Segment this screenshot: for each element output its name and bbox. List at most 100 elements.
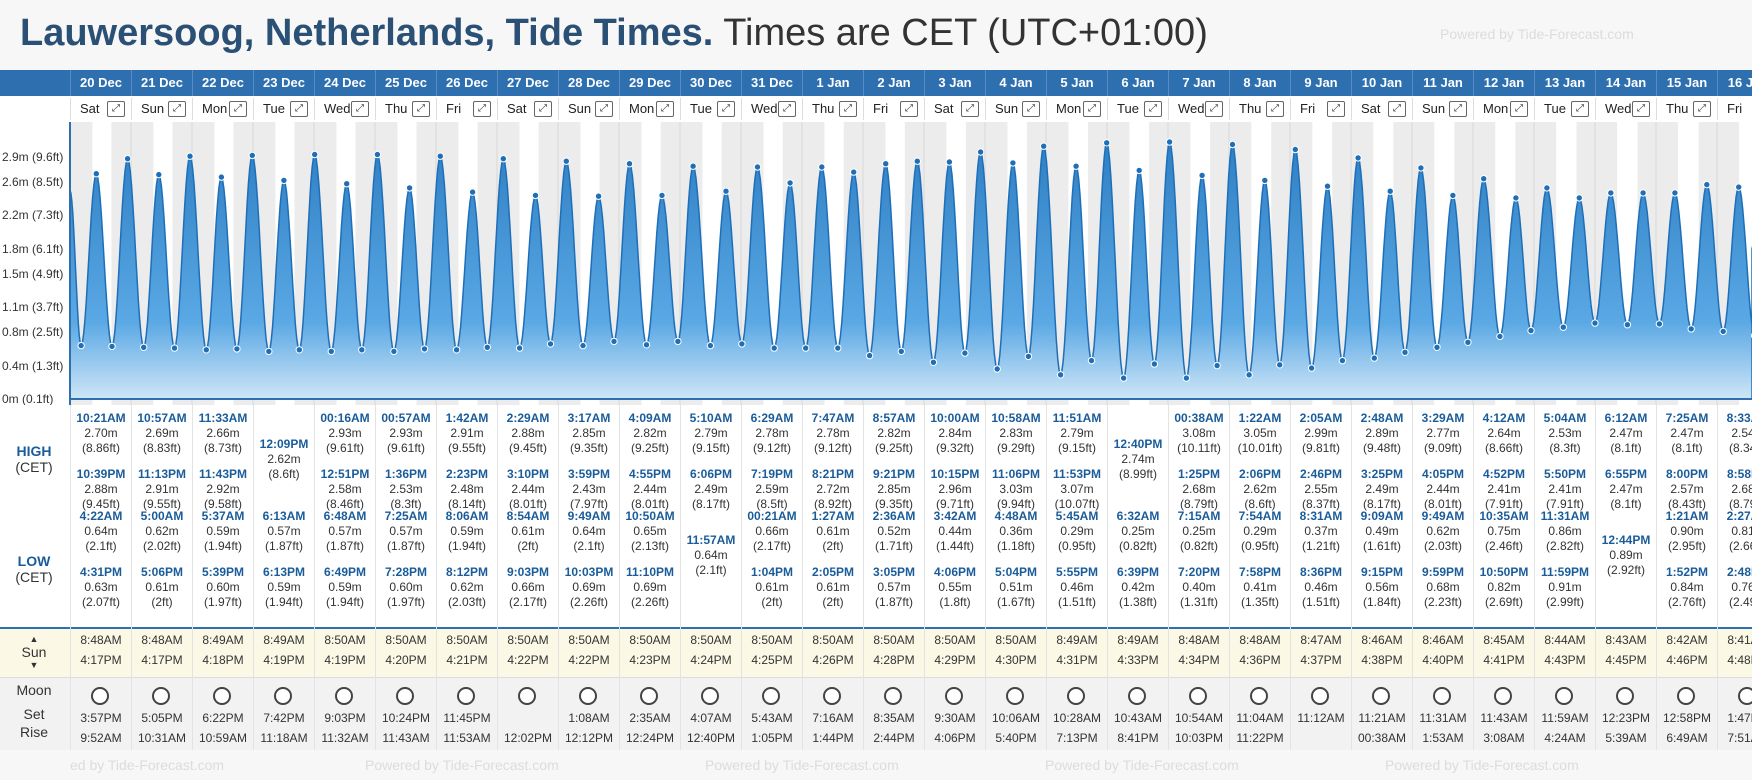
high-tide-height-m: 2.77m [1426,426,1460,440]
expand-icon[interactable]: ⤢ [229,101,247,117]
low-tide-height-ft: (1.97ft) [386,595,425,609]
date-cell: 28 Dec [558,70,619,96]
expand-icon[interactable]: ⤢ [961,101,979,117]
sunrise-time: 8:44AM [1544,633,1586,647]
expand-icon[interactable]: ⤢ [1144,101,1162,117]
sunrise-time: 8:48AM [80,633,122,647]
expand-icon[interactable]: ⤢ [412,101,430,117]
high-tide-entry: 00:57AM 2.93m (9.61ft) [376,411,436,456]
day-column: 00:57AM 2.93m (9.61ft) 1:36PM 2.53m (8.3ft) 7:… [375,405,436,750]
moon-phase-icon [213,687,231,705]
expand-icon[interactable]: ⤢ [290,101,308,117]
high-tide-time: 00:38AM [1174,411,1224,425]
high-tide-height-m: 2.91m [450,426,484,440]
low-tide-height-ft: (2.26ft) [569,595,608,609]
high-tide-entry: 4:09AM 2.82m (9.25ft) [620,411,680,456]
high-tide-time: 11:33AM [198,411,248,425]
expand-icon[interactable]: ⤢ [1327,101,1345,117]
expand-icon[interactable]: ⤢ [534,101,552,117]
low-tide-time: 4:06PM [933,565,977,579]
sunset-time: 4:28PM [873,653,915,667]
expand-icon[interactable]: ⤢ [900,101,918,117]
expand-icon[interactable]: ⤢ [1083,101,1101,117]
high-tide-height-m: 2.83m [999,426,1033,440]
expand-icon[interactable]: ⤢ [351,101,369,117]
low-tide-entry: 7:15AM 0.25m (0.82ft) [1169,509,1229,554]
expand-icon[interactable]: ⤢ [107,101,125,117]
weekday-label: Tue [690,101,712,116]
low-tide-height-ft: (1.94ft) [203,539,242,553]
low-tide-time: 2:36AM [872,509,916,523]
expand-icon[interactable]: ⤢ [595,101,613,117]
low-tide-height-m: 0.66m [755,524,789,538]
high-tide-time: 7:19PM [750,467,794,481]
weekday-cell: Wed ⤢ [741,98,802,120]
expand-icon[interactable]: ⤢ [1266,101,1284,117]
high-tide-height-ft: (8.1ft) [1610,497,1642,511]
high-tide-point [1323,182,1332,190]
date-cell: 24 Dec [314,70,375,96]
expand-icon[interactable]: ⤢ [473,101,491,117]
moon-phase-icon [884,687,902,705]
high-tide-height-m: 2.91m [145,482,179,496]
low-tide-point [1087,356,1096,365]
high-tide-point [818,163,826,171]
high-tide-point [123,155,132,163]
moonset-time: 11:45PM [443,711,491,725]
high-tide-time: 4:55PM [628,467,672,481]
high-tide-entry: 9:21PM 2.85m (9.35ft) [864,467,924,512]
low-tide-point [1559,323,1568,331]
expand-icon[interactable]: ⤢ [1571,101,1589,117]
expand-icon[interactable]: ⤢ [839,101,857,117]
high-tide-point [1354,154,1362,162]
high-tide-point [689,162,697,170]
moon-row-band [0,677,1752,751]
sunrise-time: 8:50AM [873,633,915,647]
low-tide-entry: 10:50PM 0.82m (2.69ft) [1474,565,1534,610]
moonrise-time: 4:24AM [1544,731,1586,745]
low-tide-height-m: 0.56m [1365,580,1399,594]
high-tide-point [786,179,794,187]
low-tide-point [140,343,148,352]
moonset-time: 10:24PM [381,711,431,725]
weekday-label: Wed [751,101,778,116]
low-tide-height-ft: (1.84ft) [1362,595,1401,609]
expand-icon[interactable]: ⤢ [168,101,186,117]
high-tide-height-ft: (8.01ft) [508,497,547,511]
low-tide-point [1433,343,1441,352]
sunrise-time: 8:50AM [995,633,1037,647]
low-tide-point [865,351,874,360]
expand-icon[interactable]: ⤢ [1693,101,1711,117]
low-tide-height-m: 0.42m [1121,580,1155,594]
weekday-cell: Thu ⤢ [1656,98,1717,120]
low-tide-time: 5:37AM [201,509,245,523]
expand-icon[interactable]: ⤢ [1449,101,1467,117]
date-cell: 29 Dec [619,70,680,96]
expand-icon[interactable]: ⤢ [656,101,674,117]
expand-icon[interactable]: ⤢ [717,101,735,117]
high-tide-height-ft: (9.12ft) [752,441,791,455]
high-tide-entry: 2:29AM 2.88m (9.45ft) [498,411,558,456]
high-tide-point [280,176,288,185]
low-tide-time: 1:27AM [811,509,855,523]
low-tide-time: 8:54AM [506,509,550,523]
expand-icon[interactable]: ⤢ [778,101,796,117]
expand-icon[interactable]: ⤢ [1632,101,1650,117]
low-row-label: LOW (CET) [0,553,68,585]
high-tide-entry: 4:52PM 2.41m (7.91ft) [1474,467,1534,512]
weekday-cell: Sat ⤢ [1351,98,1412,120]
low-tide-entry: 1:52PM 0.84m (2.76ft) [1657,565,1717,610]
expand-icon[interactable]: ⤢ [1022,101,1040,117]
moonrise-time: 11:22PM [1236,731,1284,745]
moonset-time: 10:06AM [991,711,1041,725]
low-tide-time: 4:48AM [994,509,1038,523]
high-tide-entry: 10:00AM 2.84m (9.32ft) [925,411,985,456]
high-tide-time: 4:52PM [1482,467,1526,481]
low-tide-entry: 11:31AM 0.86m (2.82ft) [1535,509,1595,554]
low-tide-height-m: 0.44m [938,524,972,538]
low-tide-point [1496,332,1504,341]
expand-icon[interactable]: ⤢ [1388,101,1406,117]
expand-icon[interactable]: ⤢ [1205,101,1223,117]
expand-icon[interactable]: ⤢ [1510,101,1528,117]
high-tide-height-m: 2.79m [1060,426,1094,440]
